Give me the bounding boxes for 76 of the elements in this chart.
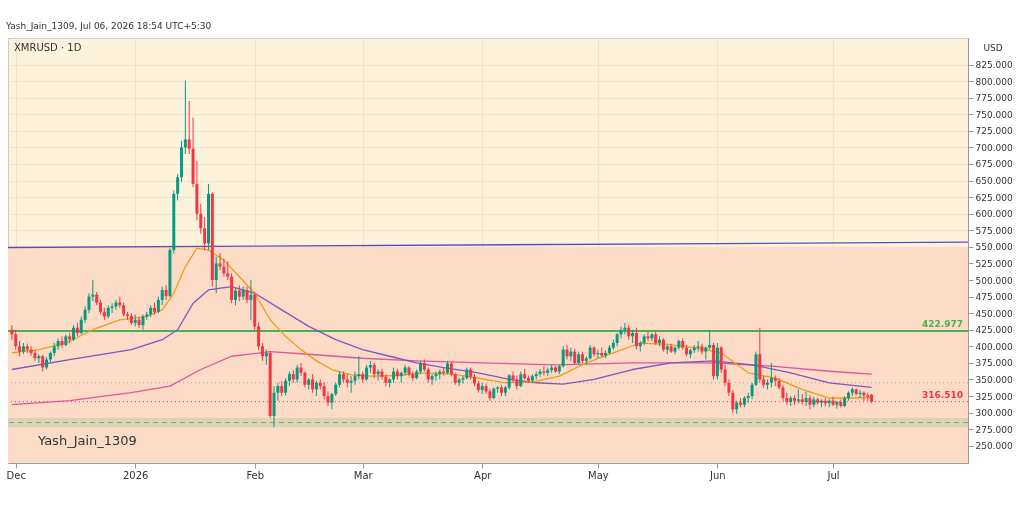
y-tick-label: 725.000 [975,126,1013,137]
candlestick [326,390,330,407]
annotation: Yash_Jain_1309 [37,433,137,448]
y-tick-label: 525.000 [975,258,1013,269]
candlestick [183,79,187,155]
candlestick [272,385,276,428]
candlestick [403,364,407,376]
y-tick-label: 250.000 [975,441,1013,452]
y-tick-label: 700.000 [975,142,1013,153]
candlestick [434,371,438,382]
candlestick [311,373,315,394]
candlestick [226,260,230,281]
ref-line-label: 316.510 [922,389,963,400]
candlestick [141,313,145,331]
candlestick [646,331,650,342]
candlestick [214,256,218,294]
candlestick [33,349,37,362]
candlestick [164,284,168,301]
candlestick [380,368,384,380]
y-tick-label: 275.000 [975,424,1013,435]
candlestick [349,375,353,394]
y-tick-label: 450.000 [975,308,1013,319]
x-tick-label: Dec [6,469,26,481]
candlestick [804,390,808,407]
candlestick [708,329,712,351]
chart-title: XMRUSD · 1D [14,42,82,53]
candlestick [515,374,519,390]
x-tick-label: Apr [474,469,493,481]
x-tick-label: Jun [709,469,726,481]
candlestick [565,344,569,361]
y-tick-label: 750.000 [975,109,1013,120]
y-tick-label: 625.000 [975,192,1013,203]
x-tick-label: Jul [826,469,840,481]
candlestick [623,322,627,335]
candlestick [160,286,164,306]
x-tick-label: Feb [246,469,265,481]
candlestick [60,335,64,349]
y-tick-label: 825.000 [975,60,1013,71]
candlestick [249,279,253,321]
candlestick [176,173,180,201]
y-tick-label: 650.000 [975,176,1013,187]
candlestick [696,340,700,353]
x-tick-label: Mar [353,469,374,481]
y-tick-label: 800.000 [975,76,1013,87]
y-tick-label: 375.000 [975,358,1013,369]
candlestick [561,345,565,369]
y-tick-label: 400.000 [975,341,1013,352]
y-tick-label: 425.000 [975,325,1013,336]
y-tick-label: 675.000 [975,159,1013,170]
candlestick [457,377,461,387]
candlestick [137,316,141,329]
line-series [11,350,873,406]
text: Yash_Jain_1309, Jul 06, 2026 18:54 UTC+5:30 [5,21,212,31]
candlestick [203,216,207,251]
ref-line-label: 422.977 [922,319,963,330]
y-tick-label: 300.000 [975,408,1013,419]
y-tick-label: 775.000 [975,93,1013,104]
candlestick [650,332,654,342]
x-tick-label: May [588,469,609,481]
candlestick [257,321,261,351]
y-tick-label: 350.000 [975,374,1013,385]
y-tick-label: 550.000 [975,242,1013,253]
candlestick [56,337,60,351]
y-tick-label: 600.000 [975,209,1013,220]
candlestick [673,345,677,355]
candlestick [29,345,33,357]
y-axis-title: USD [983,43,1003,53]
y-tick-label: 475.000 [975,292,1013,303]
x-tick-label: 2026 [123,469,149,481]
y-tick-label: 500.000 [975,275,1013,286]
candlestick [14,329,18,351]
y-tick-label: 575.000 [975,225,1013,236]
candlestick [430,373,434,386]
candlestick [114,299,118,311]
candlestick [835,400,839,410]
y-tick-label: 325.000 [975,391,1013,402]
